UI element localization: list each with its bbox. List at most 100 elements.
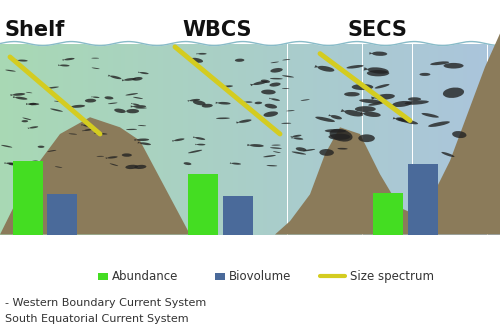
Bar: [25, 44, 29, 234]
Bar: [88, 44, 92, 234]
Bar: [79, 44, 84, 234]
Ellipse shape: [126, 109, 139, 113]
Bar: [434, 44, 438, 234]
Ellipse shape: [282, 123, 292, 124]
Polygon shape: [134, 139, 137, 141]
Ellipse shape: [126, 93, 138, 95]
Ellipse shape: [136, 138, 149, 141]
Polygon shape: [244, 102, 246, 103]
Bar: [296, 44, 300, 234]
Ellipse shape: [316, 117, 335, 122]
Ellipse shape: [60, 64, 70, 66]
Ellipse shape: [108, 156, 118, 158]
Bar: [188, 174, 218, 234]
Bar: [162, 44, 166, 234]
Ellipse shape: [303, 149, 315, 151]
Bar: [346, 44, 350, 234]
Ellipse shape: [254, 102, 262, 104]
Bar: [75, 44, 79, 234]
Ellipse shape: [264, 111, 278, 117]
Ellipse shape: [318, 66, 334, 72]
Ellipse shape: [330, 115, 342, 119]
Bar: [98, 273, 108, 280]
Ellipse shape: [140, 72, 148, 74]
Ellipse shape: [6, 70, 16, 72]
Bar: [54, 44, 58, 234]
Polygon shape: [62, 59, 65, 61]
Polygon shape: [364, 67, 368, 71]
Ellipse shape: [110, 76, 122, 79]
Polygon shape: [388, 104, 393, 107]
Bar: [66, 44, 71, 234]
Ellipse shape: [253, 81, 268, 85]
Ellipse shape: [264, 104, 277, 109]
Polygon shape: [28, 128, 30, 129]
Ellipse shape: [124, 78, 136, 81]
Bar: [229, 44, 234, 234]
Ellipse shape: [26, 92, 32, 93]
Bar: [225, 44, 229, 234]
Ellipse shape: [430, 61, 449, 65]
Text: - Western Boundary Current System: - Western Boundary Current System: [5, 298, 206, 308]
Bar: [446, 44, 450, 234]
Bar: [325, 44, 329, 234]
Ellipse shape: [442, 152, 454, 157]
Ellipse shape: [18, 60, 28, 62]
Bar: [21, 44, 25, 234]
Polygon shape: [371, 96, 376, 100]
Bar: [416, 44, 421, 234]
Polygon shape: [196, 53, 198, 55]
Bar: [350, 44, 354, 234]
Bar: [271, 44, 275, 234]
Bar: [279, 44, 283, 234]
Ellipse shape: [443, 87, 464, 98]
Bar: [400, 44, 404, 234]
Bar: [142, 44, 146, 234]
Ellipse shape: [133, 97, 143, 99]
Bar: [71, 44, 75, 234]
Bar: [262, 44, 266, 234]
Ellipse shape: [122, 153, 132, 157]
Bar: [362, 44, 366, 234]
Bar: [492, 44, 496, 234]
Bar: [288, 44, 292, 234]
Ellipse shape: [346, 65, 364, 69]
Bar: [421, 44, 425, 234]
Polygon shape: [81, 124, 84, 126]
Ellipse shape: [110, 163, 118, 166]
Ellipse shape: [238, 119, 252, 123]
Text: WBCS: WBCS: [182, 20, 252, 40]
Ellipse shape: [68, 133, 77, 135]
Bar: [412, 44, 416, 234]
Bar: [408, 164, 438, 234]
Ellipse shape: [84, 129, 92, 131]
Bar: [0, 44, 4, 234]
Bar: [62, 44, 66, 234]
Ellipse shape: [397, 118, 418, 124]
Bar: [16, 44, 21, 234]
Polygon shape: [106, 157, 108, 159]
Ellipse shape: [22, 120, 28, 122]
Ellipse shape: [444, 63, 464, 69]
Ellipse shape: [132, 77, 142, 81]
Ellipse shape: [6, 162, 16, 165]
Bar: [46, 44, 50, 234]
Polygon shape: [370, 52, 372, 55]
Ellipse shape: [174, 138, 184, 141]
Ellipse shape: [190, 58, 203, 63]
Polygon shape: [108, 75, 110, 76]
Ellipse shape: [368, 67, 388, 74]
Ellipse shape: [24, 164, 32, 165]
Ellipse shape: [408, 97, 421, 101]
Bar: [112, 44, 116, 234]
Ellipse shape: [140, 142, 151, 145]
Bar: [442, 44, 446, 234]
Ellipse shape: [359, 99, 382, 104]
Bar: [458, 44, 462, 234]
Ellipse shape: [266, 165, 278, 166]
Ellipse shape: [272, 145, 280, 146]
Bar: [38, 44, 42, 234]
Bar: [204, 44, 208, 234]
Bar: [184, 44, 188, 234]
Ellipse shape: [368, 102, 384, 106]
